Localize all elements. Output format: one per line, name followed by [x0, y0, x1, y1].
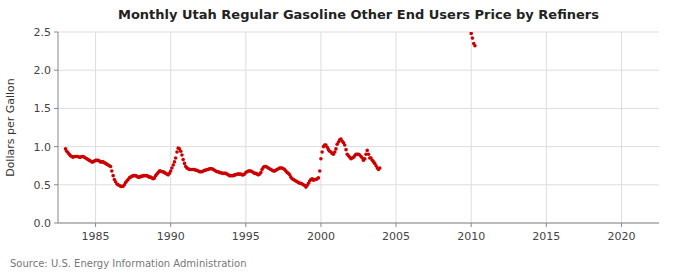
point: [179, 149, 183, 153]
tick-mark: [54, 223, 58, 224]
grid-line: [58, 223, 659, 224]
tick-mark: [245, 223, 246, 227]
tick-mark: [54, 146, 58, 147]
background: [0, 0, 675, 275]
tick-label: 2.5: [34, 26, 52, 39]
tick-label: 0.0: [34, 217, 52, 230]
point: [473, 44, 477, 48]
tick-label: 1995: [232, 230, 260, 243]
tick-mark: [170, 223, 171, 227]
point: [469, 32, 473, 35]
grid: [58, 32, 659, 223]
tick-mark: [471, 223, 472, 227]
tick-label: 1.0: [34, 141, 52, 154]
grid-line: [245, 32, 246, 223]
axis-label: Dollars per Gallon: [4, 78, 17, 177]
point: [317, 176, 321, 180]
point: [110, 169, 114, 173]
tick-label: 2.0: [34, 64, 52, 77]
tick-mark: [54, 70, 58, 71]
grid-line: [396, 32, 397, 223]
point: [173, 160, 177, 164]
point: [109, 165, 113, 169]
grid-line: [170, 32, 171, 223]
y-axis-line: [58, 32, 59, 223]
axes: 0.0 0.5 1.0 1.5 2.0 2.5 1985 1990 1995 2000 2005 20…: [34, 26, 660, 243]
tick-label: 2020: [607, 230, 635, 243]
point: [367, 152, 371, 156]
tick-label: 1.5: [34, 102, 52, 115]
grid-line: [58, 70, 659, 71]
grid-line: [58, 108, 659, 109]
grid-line: [58, 32, 659, 33]
grid-line: [58, 184, 659, 185]
tick-mark: [54, 108, 58, 109]
grid-line: [320, 32, 321, 223]
grid-line: [546, 32, 547, 223]
tick-mark: [54, 32, 58, 33]
point: [378, 166, 382, 170]
tick-mark: [621, 223, 622, 227]
point: [180, 153, 184, 157]
point: [365, 149, 369, 153]
point: [334, 147, 338, 151]
tick-mark: [54, 184, 58, 185]
annotation: Source: U.S. Energy Information Administ…: [10, 258, 247, 269]
grid-line: [621, 32, 622, 223]
point: [363, 157, 367, 161]
point: [319, 157, 323, 161]
tick-label: 1985: [82, 230, 110, 243]
tick-mark: [95, 223, 96, 227]
tick-label: 2015: [532, 230, 560, 243]
point: [174, 156, 178, 160]
x-axis-line: [58, 223, 659, 224]
point: [344, 148, 348, 152]
point: [181, 158, 185, 162]
tick-label: 2010: [457, 230, 485, 243]
grid-line: [471, 32, 472, 223]
grid-line: [58, 146, 659, 147]
tick-mark: [546, 223, 547, 227]
point: [318, 169, 322, 173]
chart: Monthly Utah Regular Gasoline Other End …: [0, 0, 675, 275]
tick-mark: [396, 223, 397, 227]
point: [175, 150, 179, 154]
point: [343, 143, 347, 147]
point: [320, 150, 324, 154]
point: [471, 36, 475, 40]
tick-label: 1990: [157, 230, 185, 243]
tick-label: 2000: [307, 230, 335, 243]
tick-mark: [320, 223, 321, 227]
tick-label: 2005: [382, 230, 410, 243]
grid-line: [95, 32, 96, 223]
title: Monthly Utah Regular Gasoline Other End …: [118, 7, 599, 22]
points: [64, 32, 477, 189]
point: [111, 174, 115, 178]
tick-label: 0.5: [34, 179, 52, 192]
